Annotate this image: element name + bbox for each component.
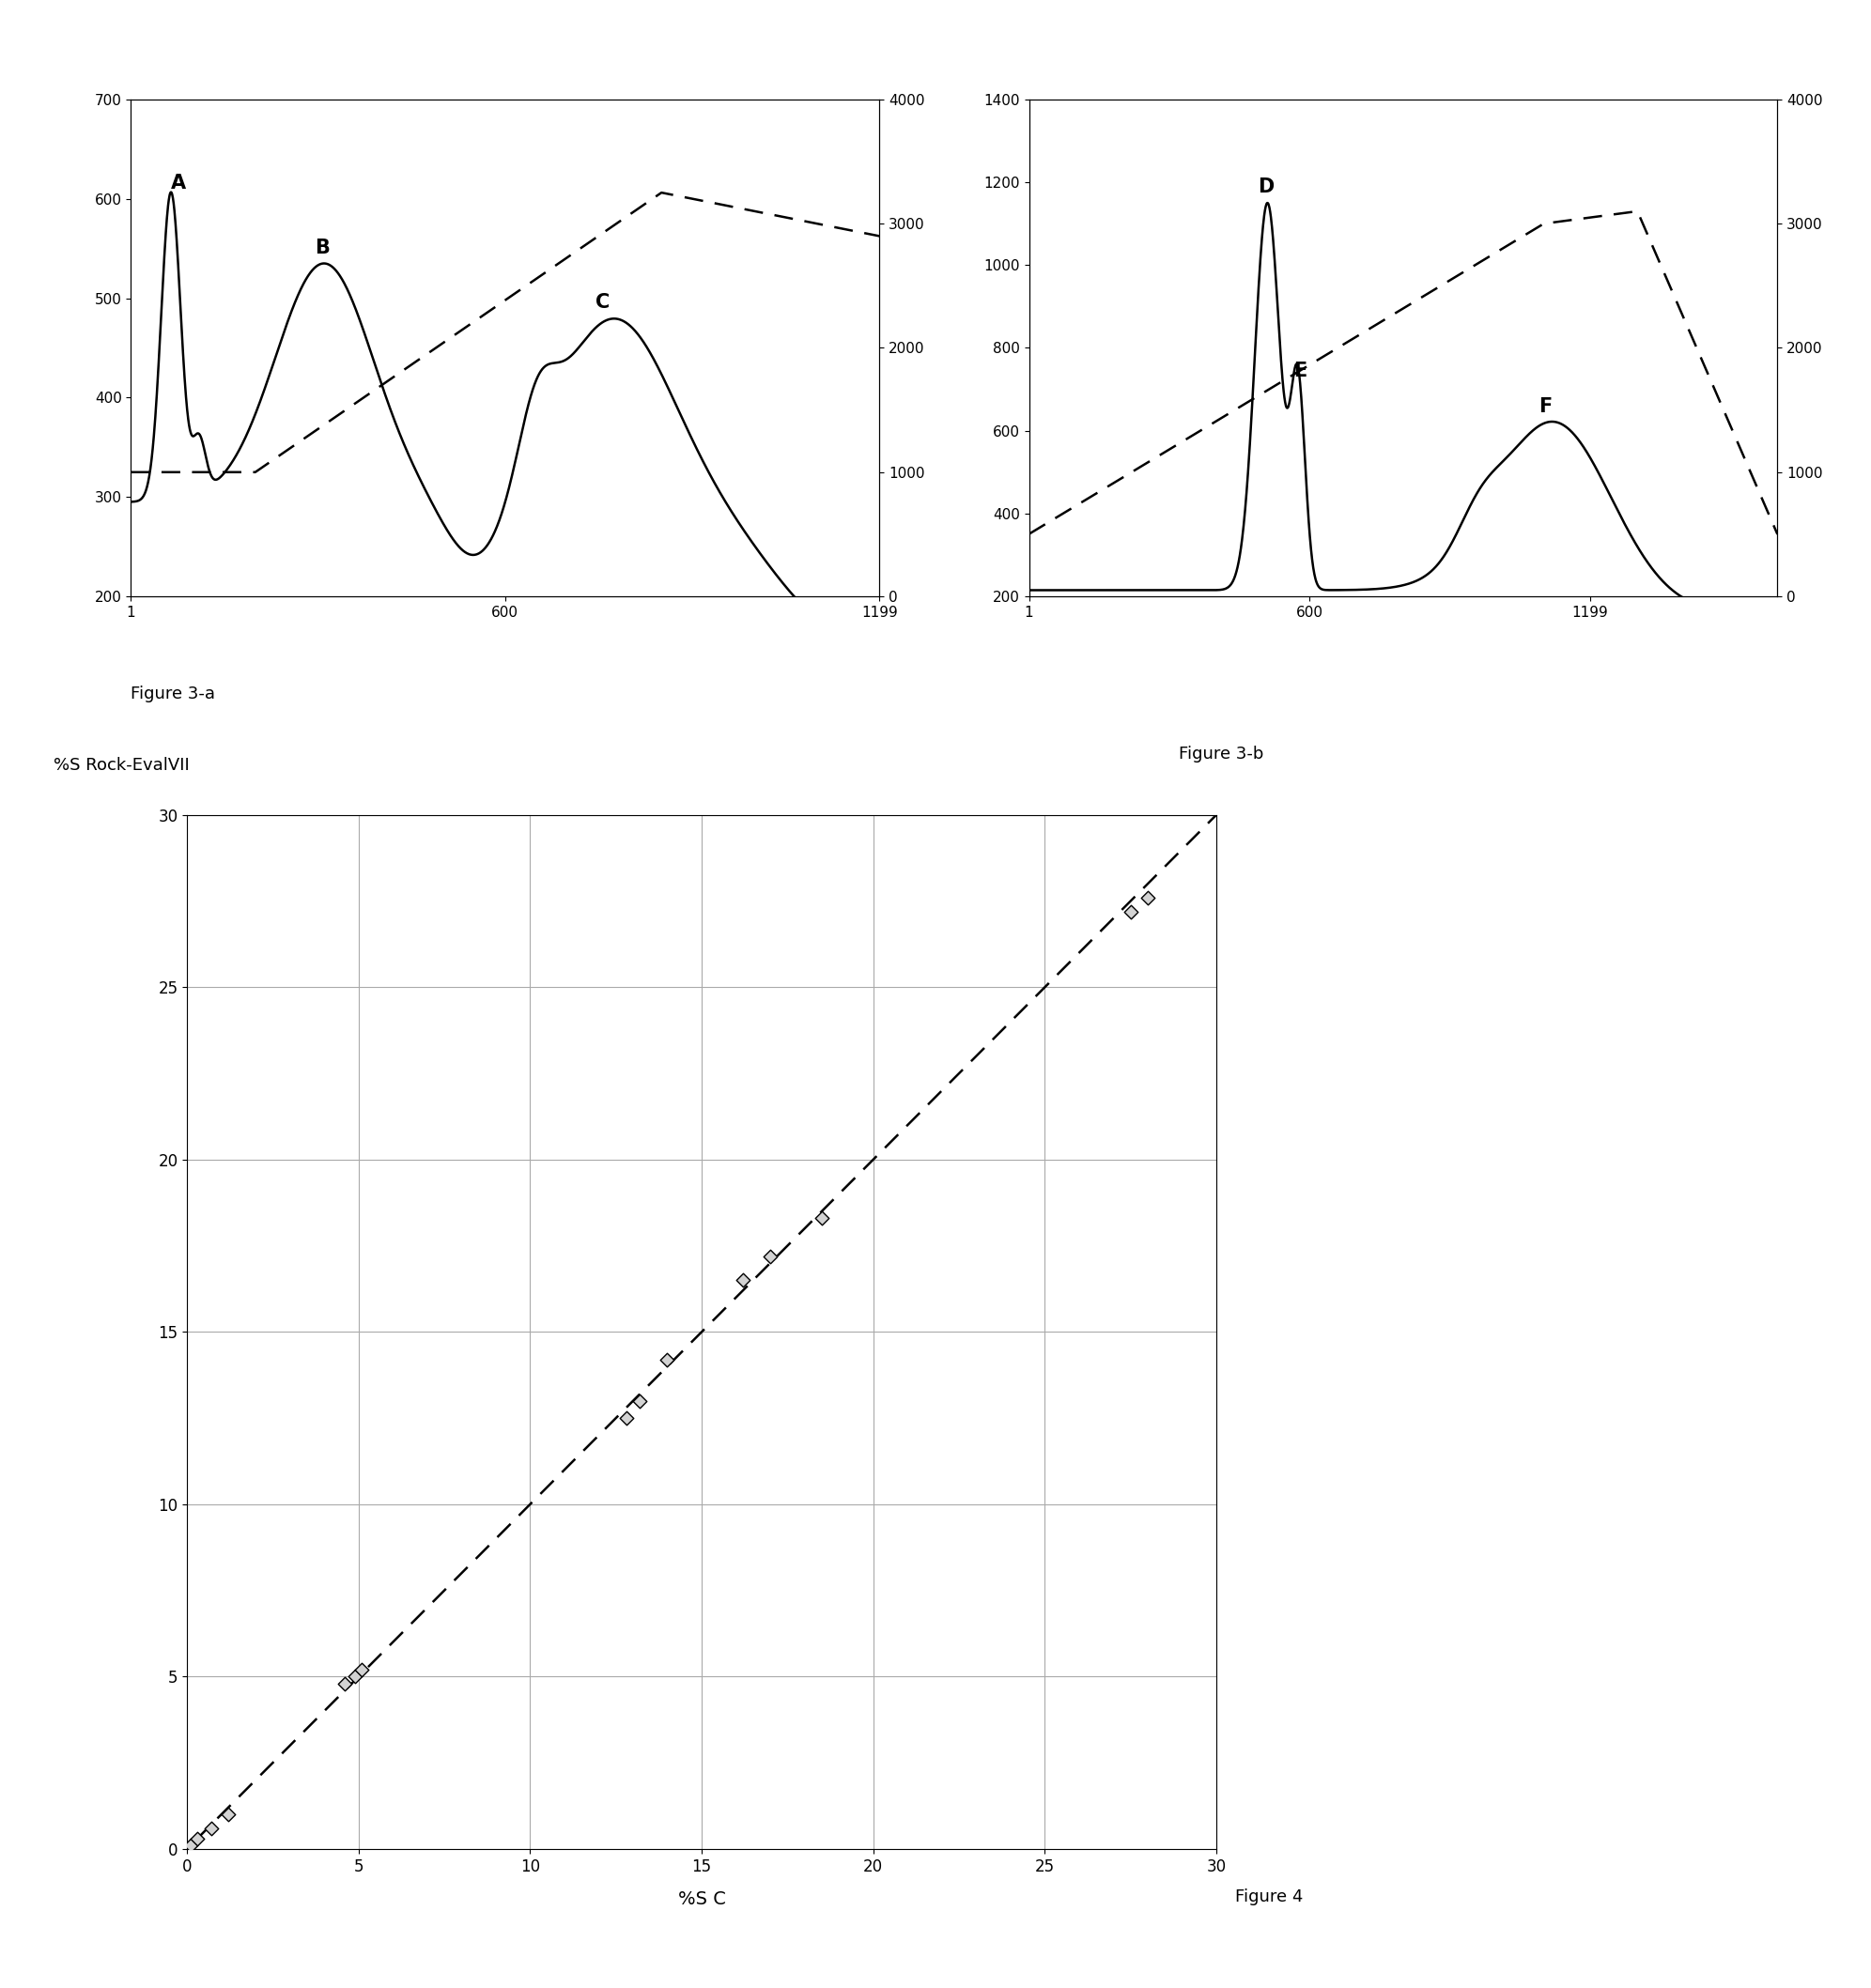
Text: C: C — [595, 292, 610, 312]
Text: A: A — [170, 173, 185, 193]
Point — [653, 1344, 683, 1376]
Point — [341, 1660, 370, 1692]
X-axis label: %S C: %S C — [677, 1891, 726, 1908]
Point — [196, 1813, 226, 1845]
Text: %S Rock-EvalVII: %S Rock-EvalVII — [54, 757, 189, 773]
Text: E: E — [1293, 362, 1306, 380]
Text: B: B — [314, 239, 329, 256]
Text: F: F — [1540, 398, 1553, 415]
Point — [612, 1402, 642, 1433]
Text: Figure 3-a: Figure 3-a — [131, 686, 215, 704]
Point — [806, 1203, 836, 1235]
Point — [329, 1668, 359, 1700]
Point — [625, 1386, 655, 1417]
Point — [756, 1241, 786, 1272]
Point — [183, 1823, 213, 1855]
Point — [1132, 883, 1162, 914]
Point — [213, 1799, 243, 1831]
Point — [176, 1829, 206, 1861]
Point — [348, 1654, 378, 1686]
Point — [1115, 897, 1145, 928]
Text: Figure 3-b: Figure 3-b — [1179, 746, 1263, 763]
Text: Figure 4: Figure 4 — [1235, 1889, 1302, 1906]
Point — [728, 1264, 758, 1296]
Text: D: D — [1257, 177, 1274, 197]
